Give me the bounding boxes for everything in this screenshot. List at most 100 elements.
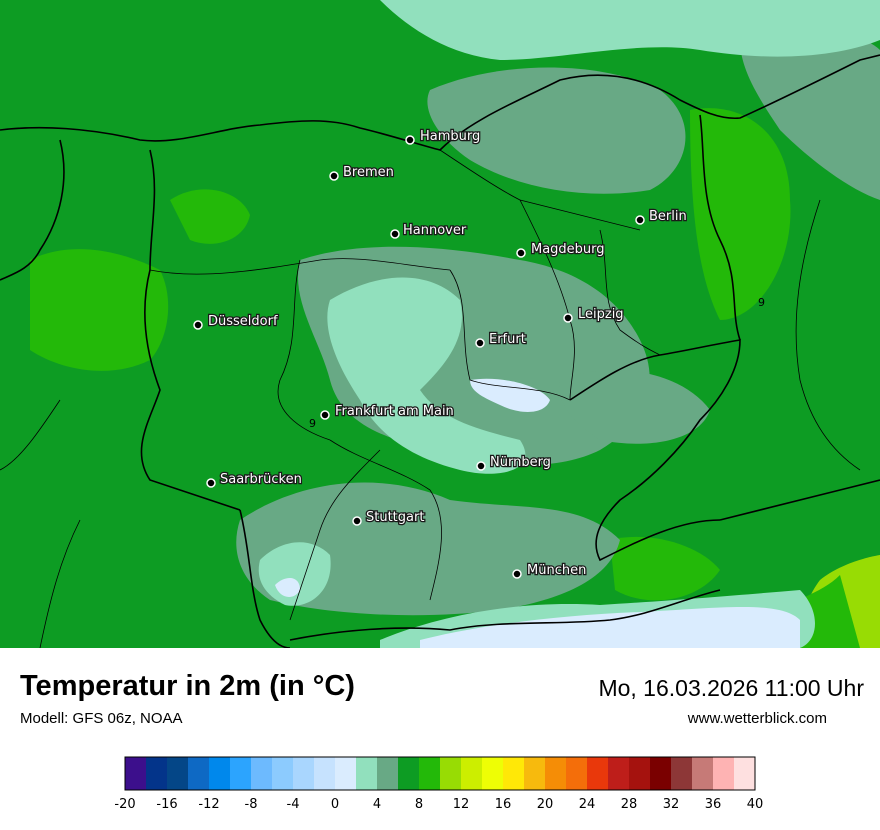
temp-zone-west xyxy=(30,249,169,371)
city-label: Stuttgart xyxy=(366,510,424,525)
temp-zone-thuringia xyxy=(327,277,526,474)
contour-label: 9 xyxy=(758,296,765,309)
city-dot xyxy=(390,229,400,239)
map-footer xyxy=(0,648,880,830)
color-scale-cell xyxy=(146,757,167,790)
color-scale-tick-label: 8 xyxy=(415,797,423,812)
city-bremen[interactable]: Bremen xyxy=(329,164,395,181)
temp-zone-northeast xyxy=(740,29,880,201)
city-dot xyxy=(329,171,339,181)
city-berlin[interactable]: Berlin xyxy=(635,208,688,225)
state-border-7 xyxy=(599,229,661,356)
city-frankfurt[interactable]: Frankfurt am Main xyxy=(320,403,455,420)
border-poland xyxy=(699,114,741,341)
color-scale-tick-label: 4 xyxy=(373,797,381,812)
color-scale-cell xyxy=(356,757,377,790)
city-magdeburg[interactable]: Magdeburg xyxy=(516,241,606,258)
color-scale-cell xyxy=(293,757,314,790)
temp-zone-bohemia xyxy=(559,370,710,444)
city-hannover[interactable]: Hannover xyxy=(390,222,468,239)
color-scale-cell xyxy=(377,757,398,790)
color-scale-cell xyxy=(251,757,272,790)
city-muenchen[interactable]: München xyxy=(512,562,588,579)
color-scale-cell xyxy=(419,757,440,790)
color-scale-cell xyxy=(125,757,146,790)
temp-zone-westerwald xyxy=(170,189,250,244)
city-dot xyxy=(476,461,486,471)
color-scale-cell xyxy=(167,757,188,790)
temp-zone-blackforest xyxy=(258,542,331,606)
color-scale-tick-label: 28 xyxy=(621,797,638,812)
color-scale-tick-label: 20 xyxy=(537,797,554,812)
state-border-2 xyxy=(449,269,571,401)
city-erfurt[interactable]: Erfurt xyxy=(475,331,527,348)
color-scale-cell xyxy=(545,757,566,790)
color-scale-tick-label: 16 xyxy=(495,797,512,812)
color-scale-cell xyxy=(692,757,713,790)
color-scale-cell xyxy=(188,757,209,790)
city-duesseldorf[interactable]: Düsseldorf xyxy=(193,313,279,330)
color-scale-cell xyxy=(314,757,335,790)
state-border-9 xyxy=(0,399,61,471)
city-label: Frankfurt am Main xyxy=(335,404,454,419)
city-markers: Hamburg Bremen Berlin Hannover Magdeburg… xyxy=(193,128,688,579)
color-scale-cell xyxy=(587,757,608,790)
color-scale-tick-label: -16 xyxy=(156,797,177,812)
border-west xyxy=(140,149,241,511)
color-scale-tick-label: 0 xyxy=(331,797,339,812)
city-stuttgart[interactable]: Stuttgart xyxy=(352,509,426,526)
city-label: Hamburg xyxy=(420,129,480,144)
state-border-1 xyxy=(149,258,451,275)
temp-zone-southeast xyxy=(610,536,720,601)
color-scale-cell xyxy=(482,757,503,790)
city-label: Düsseldorf xyxy=(208,314,278,329)
temp-zone-feldberg xyxy=(275,578,300,597)
color-scale-tick-label: -20 xyxy=(114,797,135,812)
color-scale-tick-label: -4 xyxy=(287,797,300,812)
city-dot xyxy=(206,478,216,488)
color-scale-cell xyxy=(608,757,629,790)
color-scale-cell xyxy=(566,757,587,790)
color-scale-tick-label: -12 xyxy=(198,797,219,812)
city-saarbruecken[interactable]: Saarbrücken xyxy=(206,471,303,488)
color-scale-cell xyxy=(524,757,545,790)
city-nuernberg[interactable]: Nürnberg xyxy=(476,454,552,471)
color-scale-frame xyxy=(124,756,756,791)
state-border-4 xyxy=(329,439,442,601)
border-austria-east xyxy=(719,479,880,521)
color-scale-cell xyxy=(230,757,251,790)
forecast-datetime: Mo, 16.03.2026 11:00 Uhr xyxy=(598,675,864,701)
border-france xyxy=(239,509,291,648)
city-dot xyxy=(193,320,203,330)
color-scale-cell xyxy=(398,757,419,790)
website-link[interactable]: www.wetterblick.com xyxy=(687,710,827,727)
model-label: Modell: GFS 06z, NOAA xyxy=(20,710,183,727)
color-scale-cell xyxy=(272,757,293,790)
city-hamburg[interactable]: Hamburg xyxy=(405,128,482,145)
color-scale-cells xyxy=(124,756,756,791)
color-scale-tick-label: 12 xyxy=(453,797,470,812)
state-border-11 xyxy=(795,199,861,471)
color-scale-cell xyxy=(440,757,461,790)
color-scale-cell xyxy=(461,757,482,790)
city-dot xyxy=(512,569,522,579)
color-scale-cell xyxy=(209,757,230,790)
city-leipzig[interactable]: Leipzig xyxy=(563,306,625,323)
city-label: Hannover xyxy=(403,223,467,238)
color-scale-tick-label: 32 xyxy=(663,797,680,812)
temp-zone-baltic xyxy=(427,67,686,194)
map-title: Temperatur in 2m (in °C) xyxy=(20,670,355,702)
color-scale-legend: -20 -16 -12 -8 -4 0 4 8 12 16 20 24 28 32 36 40 xyxy=(114,756,763,812)
city-label: München xyxy=(527,563,586,578)
temp-zone-erzgebirge xyxy=(470,378,550,412)
color-scale-cell xyxy=(671,757,692,790)
color-scale-cell xyxy=(713,757,734,790)
state-border-8 xyxy=(289,449,381,621)
border-netherlands xyxy=(0,139,65,281)
color-scale-cell xyxy=(629,757,650,790)
temp-zone-swabia xyxy=(236,482,620,616)
temperature-map: 9 9 Hamburg Bremen Berlin Hannover Magde… xyxy=(0,0,880,648)
color-scale-cell xyxy=(650,757,671,790)
city-dot xyxy=(352,516,362,526)
contour-label: 9 xyxy=(309,417,316,430)
